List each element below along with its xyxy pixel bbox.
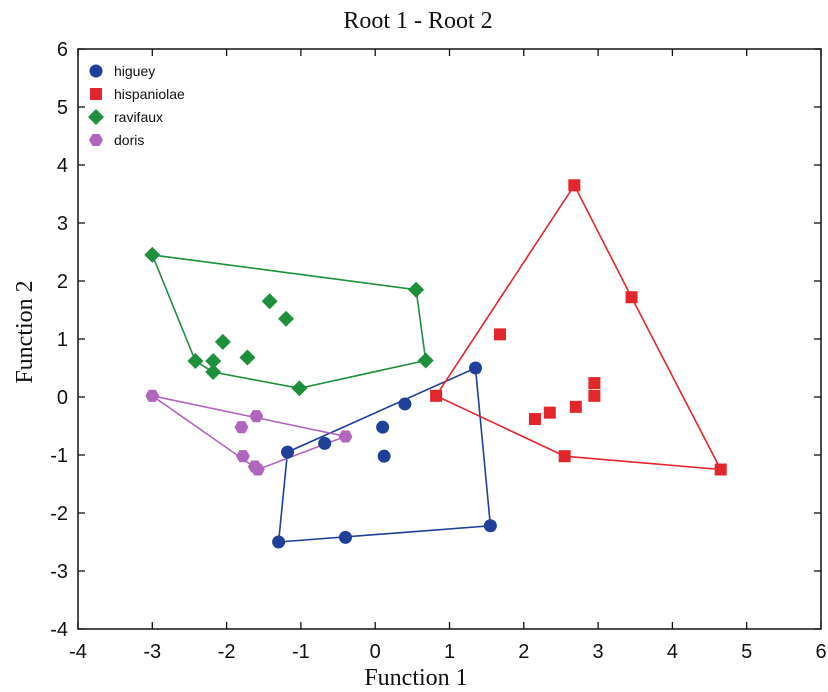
x-tick-label: 4 bbox=[667, 641, 678, 663]
y-tick-label: -2 bbox=[50, 503, 68, 525]
x-tick-label: 5 bbox=[741, 641, 752, 663]
y-tick-label: 5 bbox=[57, 97, 68, 119]
hispaniolae-point-11 bbox=[588, 377, 601, 390]
y-tick-label: -1 bbox=[50, 445, 68, 467]
y-tick-label: 4 bbox=[57, 155, 68, 177]
doris-point-4 bbox=[247, 460, 262, 473]
chart-title: Root 1 - Root 2 bbox=[343, 8, 492, 34]
x-tick-label: -4 bbox=[69, 641, 87, 663]
hispaniolae-point-8 bbox=[543, 406, 556, 419]
doris-point-5 bbox=[235, 450, 250, 463]
ravifaux-point-5 bbox=[205, 364, 222, 381]
doris-point-2 bbox=[338, 430, 353, 443]
ravifaux-legend-marker bbox=[88, 109, 104, 125]
ravifaux-point-8 bbox=[214, 333, 231, 350]
ravifaux-point-9 bbox=[239, 349, 256, 366]
hispaniolae-point-3 bbox=[714, 463, 727, 476]
doris-hull bbox=[151, 395, 349, 471]
x-tick-label: -2 bbox=[218, 641, 236, 663]
doris-point-1 bbox=[145, 389, 160, 402]
higuey-point-1 bbox=[272, 535, 286, 549]
hispaniolae-point-2 bbox=[625, 291, 638, 304]
x-tick-label: 1 bbox=[444, 641, 455, 663]
x-tick-label: 0 bbox=[370, 641, 381, 663]
hispaniolae-point-4 bbox=[558, 450, 571, 463]
x-tick-label: -3 bbox=[143, 641, 161, 663]
ravifaux-legend-label: ravifaux bbox=[114, 109, 163, 125]
y-tick-label: -3 bbox=[50, 561, 68, 583]
hispaniolae-point-6 bbox=[494, 328, 507, 341]
doris-legend-marker bbox=[89, 133, 103, 147]
ravifaux-point-1 bbox=[144, 246, 161, 263]
higuey-point-5 bbox=[398, 397, 412, 411]
y-tick-label: 0 bbox=[57, 387, 68, 409]
y-tick-label: -4 bbox=[50, 619, 68, 641]
hispaniolae-legend-label: hispaniolae bbox=[114, 86, 185, 102]
higuey-point-2 bbox=[338, 530, 352, 544]
plot-frame bbox=[77, 48, 822, 630]
doris-point-7 bbox=[249, 410, 264, 423]
points-layer bbox=[144, 179, 727, 549]
y-tick-label: 3 bbox=[57, 213, 68, 235]
higuey-point-3 bbox=[483, 519, 497, 533]
ticks-layer: -4 -3 -2 -1 0 1 2 3 4 5 6 -4 -3 -2 -1 0 1 2 3 4 5 6 bbox=[50, 39, 826, 663]
hispaniolae-hull bbox=[434, 183, 723, 471]
hispaniolae-point-10 bbox=[588, 389, 601, 402]
x-tick-label: 3 bbox=[593, 641, 604, 663]
higuey-point-8 bbox=[318, 436, 332, 450]
y-tick-label: 6 bbox=[57, 39, 68, 61]
x-tick-label: 2 bbox=[518, 641, 529, 663]
x-tick-label: 6 bbox=[815, 641, 826, 663]
ravifaux-point-10 bbox=[261, 293, 278, 310]
x-axis-label: Function 1 bbox=[364, 665, 467, 691]
higuey-point-4 bbox=[469, 361, 483, 375]
doris-legend-label: doris bbox=[114, 132, 144, 148]
y-tick-label: 1 bbox=[57, 329, 68, 351]
hispaniolae-point-5 bbox=[430, 389, 443, 402]
higuey-point-9 bbox=[281, 445, 295, 459]
higuey-legend-marker bbox=[89, 64, 103, 78]
ravifaux-point-3 bbox=[417, 352, 434, 369]
y-tick-label: 2 bbox=[57, 271, 68, 293]
doris-point-6 bbox=[234, 421, 249, 434]
hispaniolae-point-7 bbox=[528, 413, 541, 426]
hispaniolae-point-1 bbox=[568, 179, 581, 192]
x-tick-label: -1 bbox=[292, 641, 310, 663]
ravifaux-point-11 bbox=[278, 310, 295, 327]
hull-layer bbox=[151, 183, 723, 543]
higuey-point-6 bbox=[376, 420, 390, 434]
ravifaux-point-7 bbox=[205, 353, 222, 370]
higuey-point-7 bbox=[377, 449, 391, 463]
ravifaux-point-6 bbox=[187, 353, 204, 370]
ravifaux-point-2 bbox=[408, 281, 425, 298]
legend: higuey hispaniolae ravifaux doris bbox=[88, 63, 185, 148]
higuey-legend-label: higuey bbox=[114, 63, 155, 79]
hispaniolae-legend-marker bbox=[90, 88, 102, 100]
y-axis-label: Function 2 bbox=[12, 280, 38, 383]
ravifaux-point-4 bbox=[291, 380, 308, 397]
hispaniolae-point-9 bbox=[569, 400, 582, 413]
